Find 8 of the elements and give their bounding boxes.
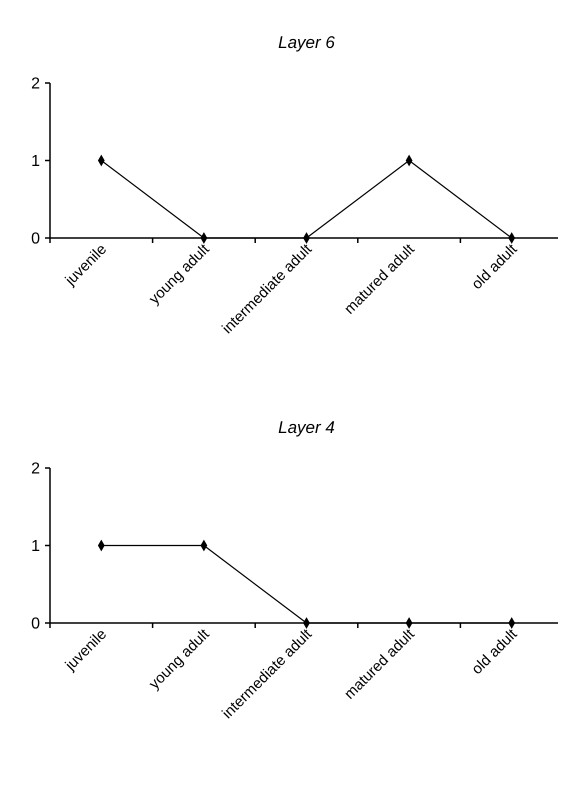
y-tick-label: 2: [31, 460, 40, 478]
y-tick-label: 1: [31, 153, 40, 170]
chart-title: Layer 4: [278, 418, 335, 437]
y-tick-label: 2: [31, 76, 40, 93]
chart-title: Layer 6: [278, 33, 336, 52]
y-tick-label: 1: [31, 538, 40, 556]
y-tick-label: 0: [31, 616, 40, 633]
y-tick-label: 0: [31, 230, 40, 248]
